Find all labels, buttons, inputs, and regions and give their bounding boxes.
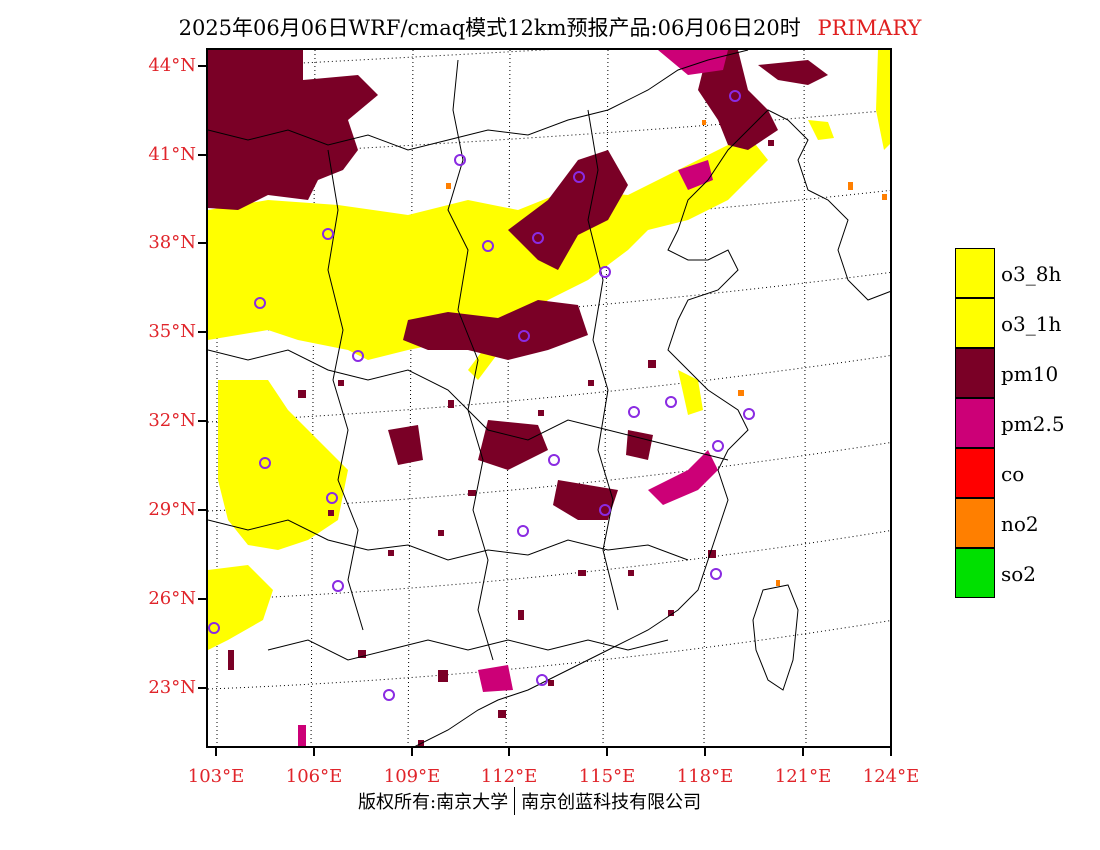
lon-label: 124°E (862, 766, 920, 787)
legend-label: no2 (1001, 512, 1039, 536)
legend-item-o3-8h: o3_8h (955, 248, 1075, 298)
legend-item-no2: no2 (955, 498, 1075, 548)
legend-swatch (955, 398, 995, 448)
pm25-regions (298, 50, 728, 746)
pollutant-legend: o3_8h o3_1h pm10 pm2.5 co no2 so2 (955, 248, 1075, 598)
map-canvas (208, 50, 890, 746)
lon-label: 121°E (774, 766, 832, 787)
lon-label: 112°E (480, 766, 538, 787)
lat-label: 23°N (148, 677, 196, 698)
lat-label: 41°N (148, 144, 196, 165)
boundaries (208, 50, 890, 746)
station-markers (208, 90, 755, 701)
lat-label: 38°N (148, 232, 196, 253)
lon-label: 118°E (676, 766, 734, 787)
legend-item-o3-1h: o3_1h (955, 298, 1075, 348)
legend-item-pm10: pm10 (955, 348, 1075, 398)
forecast-map (206, 48, 892, 748)
legend-label: o3_1h (1001, 312, 1062, 336)
legend-label: pm2.5 (1001, 412, 1065, 436)
lat-label: 35°N (148, 321, 196, 342)
lat-label: 44°N (148, 55, 196, 76)
legend-item-pm25: pm2.5 (955, 398, 1075, 448)
legend-item-so2: so2 (955, 548, 1075, 598)
lon-label: 115°E (578, 766, 636, 787)
legend-swatch (955, 348, 995, 398)
legend-label: pm10 (1001, 362, 1059, 386)
legend-swatch (955, 248, 995, 298)
lon-label: 106°E (285, 766, 343, 787)
map-title: 2025年06月06日WRF/cmaq模式12km预报产品:06月06日20时 … (0, 12, 1100, 42)
legend-swatch (955, 498, 995, 548)
legend-swatch (955, 448, 995, 498)
lat-label: 29°N (148, 499, 196, 520)
copyright-left: 版权所有:南京大学 (358, 792, 509, 813)
lon-label: 103°E (187, 766, 245, 787)
legend-label: co (1001, 462, 1025, 486)
lon-label: 109°E (383, 766, 441, 787)
lat-label: 32°N (148, 410, 196, 431)
o3-regions (208, 50, 890, 650)
legend-label: so2 (1001, 562, 1037, 586)
legend-label: o3_8h (1001, 262, 1062, 286)
copyright-right: 南京创蓝科技有限公司 (521, 792, 702, 813)
legend-item-co: co (955, 448, 1075, 498)
primary-tag: PRIMARY (817, 16, 922, 40)
footer-divider (514, 787, 516, 815)
no2-pixels (446, 120, 887, 586)
lat-label: 26°N (148, 588, 196, 609)
legend-swatch (955, 548, 995, 598)
copyright-footer: 版权所有:南京大学 南京创蓝科技有限公司 (358, 787, 702, 817)
legend-swatch (955, 298, 995, 348)
title-text: 2025年06月06日WRF/cmaq模式12km预报产品:06月06日20时 (178, 16, 801, 40)
